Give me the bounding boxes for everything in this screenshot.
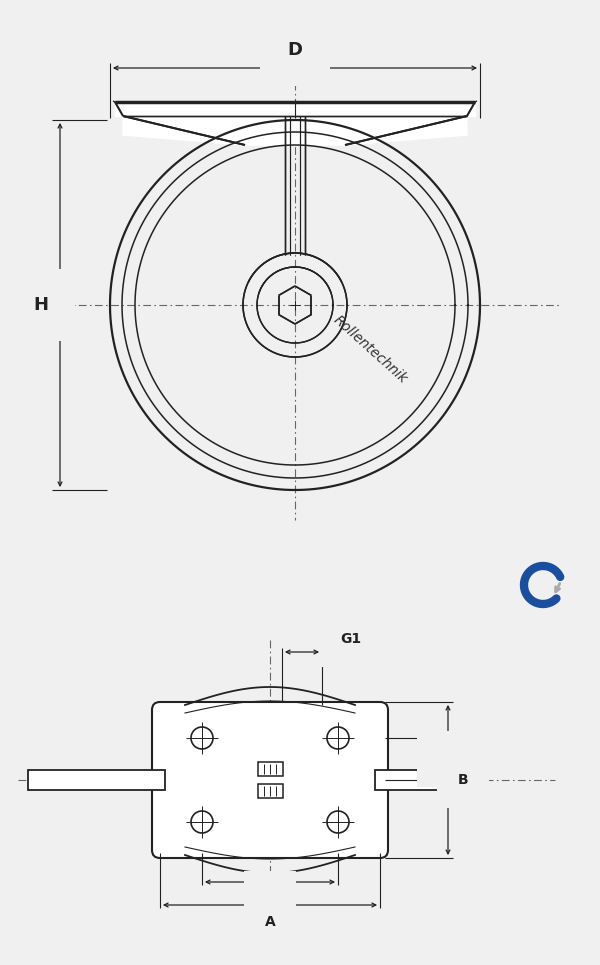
Circle shape: [191, 727, 213, 749]
FancyBboxPatch shape: [375, 770, 440, 790]
Circle shape: [327, 811, 349, 833]
Circle shape: [327, 727, 349, 749]
Circle shape: [191, 811, 213, 833]
Text: B: B: [458, 773, 469, 787]
Text: T: T: [418, 766, 426, 776]
FancyBboxPatch shape: [258, 784, 283, 798]
FancyBboxPatch shape: [28, 770, 165, 790]
Polygon shape: [123, 116, 467, 145]
Text: b: b: [438, 752, 448, 766]
Text: H: H: [33, 296, 48, 314]
Text: Rollentechnik: Rollentechnik: [331, 314, 410, 387]
Text: D: D: [287, 41, 302, 59]
FancyBboxPatch shape: [258, 762, 283, 776]
FancyBboxPatch shape: [152, 702, 388, 858]
Text: A: A: [265, 915, 275, 929]
Text: G1: G1: [340, 632, 361, 646]
Text: a: a: [265, 892, 275, 906]
